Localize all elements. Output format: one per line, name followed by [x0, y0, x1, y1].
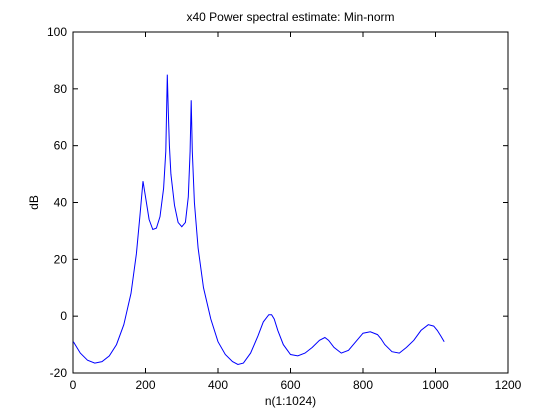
chart-marks — [72, 74, 445, 366]
y-tick-label: -20 — [50, 366, 68, 380]
y-axis-label: dB — [27, 195, 41, 210]
x-axis-label: n(1:1024) — [265, 394, 316, 408]
spectrum-line — [72, 74, 445, 366]
x-tick-label: 800 — [353, 378, 373, 392]
x-tick-label: 1200 — [495, 378, 522, 392]
x-tick-label: 0 — [70, 378, 77, 392]
x-tick-label: 200 — [135, 378, 155, 392]
y-tick-label: 20 — [54, 252, 68, 266]
y-tick-label: 100 — [47, 25, 67, 39]
y-tick-label: 40 — [54, 196, 68, 210]
x-tick-label: 600 — [280, 378, 300, 392]
y-tick-label: 80 — [54, 82, 68, 96]
x-tick-label: 1000 — [422, 378, 449, 392]
chart-title: x40 Power spectral estimate: Min-norm — [186, 10, 394, 24]
y-tick-label: 0 — [60, 309, 67, 323]
x-tick-label: 400 — [208, 378, 228, 392]
plot-frame — [72, 31, 509, 374]
y-tick-label: 60 — [54, 139, 68, 153]
